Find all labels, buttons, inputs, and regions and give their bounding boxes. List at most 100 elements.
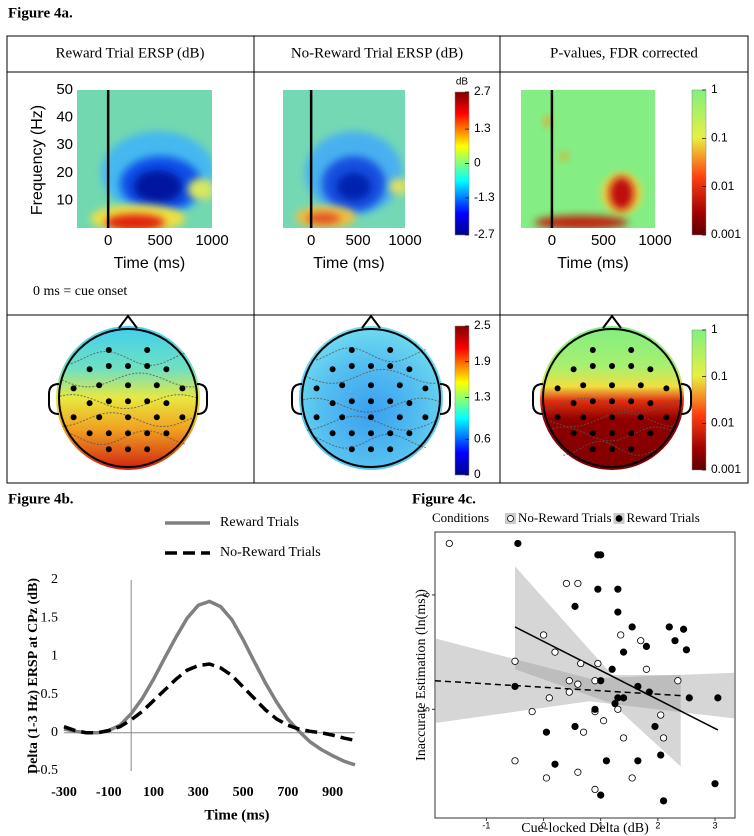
y-tick-label: 1	[51, 649, 58, 664]
electrode	[339, 382, 346, 389]
scatter-point	[574, 579, 582, 588]
electrode	[105, 446, 112, 453]
figure-4b-title: Figure 4b.	[8, 491, 74, 507]
colorbar-tick-label: 1.3	[474, 390, 491, 404]
topo-contour	[59, 394, 197, 410]
electrode	[348, 347, 355, 353]
figure-4c-title: Figure 4c.	[412, 491, 476, 507]
electrode	[387, 347, 394, 353]
electrode	[144, 446, 151, 453]
electrode	[70, 385, 77, 392]
electrode	[387, 398, 394, 405]
electrode	[406, 430, 413, 437]
scatter-point	[645, 688, 653, 696]
scatter-point	[574, 768, 582, 776]
scatter-point	[562, 579, 571, 588]
electrode	[663, 414, 670, 421]
scatter-point	[565, 688, 573, 696]
scatter-point	[617, 631, 625, 639]
scatter-point	[657, 711, 665, 719]
colorbar-tick-label: 2.5	[474, 318, 491, 332]
electrode	[329, 366, 336, 373]
scatter-point	[685, 694, 693, 702]
spectrogram-blob	[534, 215, 629, 228]
scatter-point	[679, 625, 688, 633]
electrode	[313, 385, 320, 392]
electrode	[609, 446, 615, 453]
legend-label: No-Reward Trials	[220, 545, 321, 560]
electrode	[163, 366, 170, 373]
topo-contour	[70, 350, 186, 366]
electrode	[179, 385, 186, 392]
electrode	[368, 363, 374, 369]
electrode	[144, 347, 151, 353]
electrode	[125, 363, 131, 369]
x-tick-label: 300	[188, 785, 209, 800]
spectrogram-blob	[543, 116, 552, 128]
electrode	[368, 398, 374, 405]
electrode	[96, 382, 103, 389]
electrode	[589, 363, 596, 369]
electrode	[628, 398, 635, 405]
electrode	[589, 398, 596, 405]
colorbar-tick-label: 0.1	[711, 131, 728, 145]
electrode	[570, 400, 577, 407]
colorbar	[454, 325, 470, 476]
electrode	[663, 385, 670, 392]
electrode	[153, 414, 160, 421]
scatter-point	[611, 699, 619, 708]
spectrogram	[521, 90, 655, 228]
x-tick-label: 1000	[638, 232, 671, 249]
scatter-point	[657, 751, 665, 759]
legend-key	[615, 515, 623, 522]
electrode	[368, 430, 374, 437]
x-tick-label: 3	[712, 820, 717, 830]
scatter-point	[634, 757, 642, 765]
nose	[118, 314, 138, 329]
head-outline	[301, 328, 441, 468]
x-tick-label: 0	[104, 232, 112, 249]
electrode	[628, 430, 635, 437]
scatter-point	[597, 791, 605, 799]
electrode	[163, 430, 170, 437]
colorbar-tick-label: 0.01	[711, 416, 735, 430]
colorbar	[691, 89, 707, 236]
ear	[48, 383, 60, 415]
scatter-point	[651, 722, 659, 731]
y-tick-label: 0.5	[41, 687, 59, 702]
scatter-point	[642, 665, 651, 673]
scatter-point	[551, 760, 559, 768]
colorbar-tick-label: 0	[474, 467, 481, 481]
electrode	[348, 446, 355, 453]
electrode	[144, 430, 151, 437]
scatter-point	[642, 642, 651, 651]
y-tick-label: -0.5	[36, 763, 58, 778]
y-tick-label: 2	[51, 572, 58, 587]
electrode	[313, 414, 320, 421]
scatter-point	[571, 722, 579, 731]
y-tick-label: 1.5	[41, 610, 59, 625]
x-tick-label: 500	[233, 785, 254, 800]
y-tick-label: 10	[56, 191, 73, 208]
spectrogram-blob	[389, 178, 405, 195]
electrode	[348, 398, 355, 405]
spectrogram-blob	[336, 172, 371, 201]
electrode	[387, 363, 394, 369]
electrode	[628, 347, 635, 353]
scatter-point	[597, 551, 605, 559]
scatter-point	[542, 728, 551, 736]
electrode	[647, 366, 654, 373]
electrode	[368, 414, 374, 421]
scatter-point	[665, 623, 673, 631]
scatter-point	[551, 648, 559, 656]
scatter-point	[628, 623, 636, 631]
electrode	[589, 430, 596, 437]
y-tick-label: 50	[56, 81, 73, 98]
electrode	[396, 414, 403, 421]
colorbar-tick-label: -1.3	[474, 190, 495, 204]
electrode	[105, 430, 112, 437]
colorbar-tick-label: 1	[711, 322, 718, 336]
scatter-point	[628, 774, 636, 782]
electrode	[580, 382, 587, 389]
y-axis-label: Frequency (Hz)	[29, 105, 46, 215]
